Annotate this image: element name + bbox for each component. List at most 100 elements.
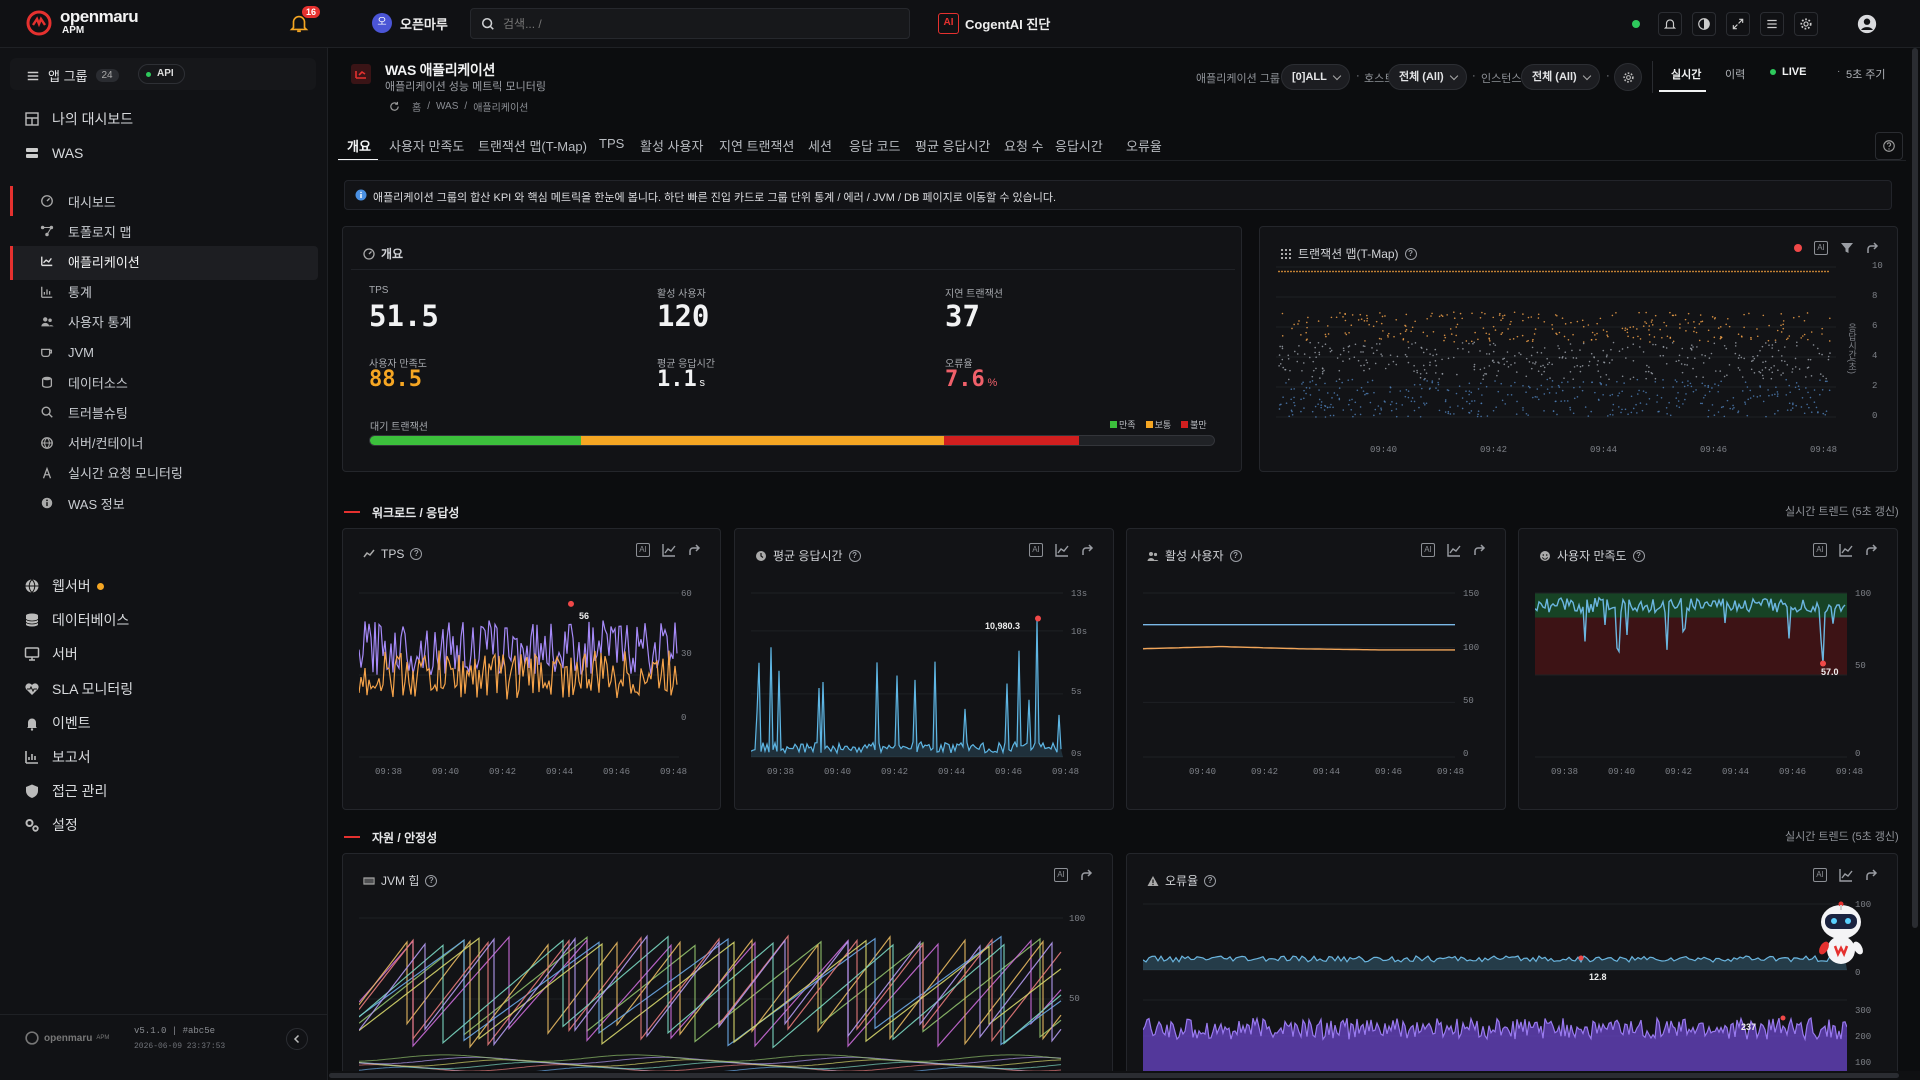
breadcrumb-was[interactable]: WAS bbox=[435, 101, 459, 112]
user-profile-button[interactable] bbox=[1856, 13, 1878, 38]
share-icon[interactable] bbox=[1081, 543, 1095, 557]
filter-settings-button[interactable] bbox=[1614, 63, 1642, 91]
sidebar-item-my-dashboard[interactable]: 나의 대시보드 bbox=[24, 104, 133, 134]
sidebar-subitem-realtime[interactable]: 실시간 요청 모니터링 bbox=[40, 458, 183, 488]
alert-button[interactable] bbox=[1658, 12, 1682, 36]
search-box[interactable] bbox=[470, 8, 910, 39]
tab-5[interactable]: 지연 트랜잭션 bbox=[719, 139, 795, 154]
sidebar-item-gears[interactable]: 설정 bbox=[24, 810, 78, 840]
share-icon[interactable] bbox=[1080, 868, 1094, 882]
ai-analyze-icon[interactable]: AI bbox=[1421, 543, 1435, 557]
chart-plot[interactable] bbox=[359, 585, 679, 765]
trend-chart-icon[interactable] bbox=[1447, 543, 1461, 557]
brand-logo[interactable] bbox=[24, 8, 54, 41]
trend-chart-icon[interactable] bbox=[1839, 868, 1853, 882]
group-select[interactable]: [0]ALL bbox=[1281, 64, 1350, 90]
sidebar-subitem-app-chart[interactable]: 애플리케이션 bbox=[40, 246, 140, 276]
help-icon[interactable]: ? bbox=[1204, 874, 1217, 887]
collapse-sidebar-button[interactable] bbox=[286, 1028, 308, 1050]
filter-icon[interactable] bbox=[1840, 241, 1854, 255]
sidebar-subitem-info[interactable]: WAS 정보 bbox=[40, 488, 125, 518]
sidebar-item-shield[interactable]: 접근 관리 bbox=[24, 776, 107, 806]
help-icon[interactable]: ? bbox=[1229, 549, 1242, 562]
trend-chart-icon[interactable] bbox=[1055, 543, 1069, 557]
sidebar-subitem-topology[interactable]: 토폴로지 맵 bbox=[40, 216, 131, 246]
api-toggle[interactable]: API bbox=[138, 64, 185, 84]
help-icon[interactable]: ? bbox=[1404, 247, 1417, 260]
record-dot-icon[interactable] bbox=[1794, 244, 1802, 252]
live-indicator[interactable]: LIVE bbox=[1770, 66, 1806, 78]
sidebar-item-monitor[interactable]: 서버 bbox=[24, 639, 78, 669]
sidebar-item-bell[interactable]: 이벤트 bbox=[24, 708, 91, 738]
chart-tools: AI bbox=[1054, 868, 1094, 882]
theme-toggle-button[interactable] bbox=[1692, 12, 1716, 36]
chart-plot[interactable] bbox=[751, 585, 1063, 765]
refresh-interval[interactable]: 5초 주기 bbox=[1846, 69, 1886, 81]
horizontal-scrollbar[interactable] bbox=[329, 1073, 1899, 1078]
ai-analyze-icon[interactable]: AI bbox=[1814, 241, 1828, 255]
share-icon[interactable] bbox=[688, 543, 702, 557]
share-icon[interactable] bbox=[1865, 868, 1879, 882]
trend-chart-icon[interactable] bbox=[1839, 543, 1853, 557]
host-select[interactable]: 전체 (All) bbox=[1388, 64, 1467, 90]
ai-analyze-icon[interactable]: AI bbox=[636, 543, 650, 557]
app-group-toggle[interactable]: 앱 그룹 24 bbox=[26, 66, 119, 85]
sidebar-item-report-chart[interactable]: 보고서 bbox=[24, 742, 91, 772]
sidebar-subitem-stats[interactable]: 통계 bbox=[40, 277, 92, 307]
chart-plot[interactable] bbox=[1143, 585, 1455, 765]
sidebar-item-was[interactable]: WAS bbox=[24, 138, 83, 168]
ai-analyze-icon[interactable]: AI bbox=[1813, 543, 1827, 557]
sidebar-item-database[interactable]: 데이터베이스 bbox=[24, 605, 129, 635]
help-icon[interactable]: ? bbox=[410, 548, 423, 560]
sidebar-subitem-container[interactable]: 서버/컨테이너 bbox=[40, 428, 143, 458]
tmap-point bbox=[1725, 347, 1728, 350]
sidebar-subitem-datasource[interactable]: 데이터소스 bbox=[40, 367, 128, 397]
refresh-icon[interactable] bbox=[389, 101, 400, 112]
chart-plot[interactable] bbox=[359, 910, 1063, 1080]
chart-plot[interactable] bbox=[1143, 900, 1847, 1080]
chart-plot[interactable] bbox=[1535, 585, 1847, 765]
search-input[interactable] bbox=[503, 15, 893, 33]
sidebar-item-heart-pulse[interactable]: SLA 모니터링 bbox=[24, 674, 133, 704]
tab-10[interactable]: 응답시간 bbox=[1055, 139, 1103, 154]
sidebar-subitem-coffee[interactable]: JVM bbox=[40, 337, 94, 367]
instance-select[interactable]: 전체 (All) bbox=[1521, 64, 1600, 90]
share-icon[interactable] bbox=[1865, 543, 1879, 557]
tab-8[interactable]: 평균 응답시간 bbox=[915, 139, 991, 154]
ai-assistant-robot-button[interactable] bbox=[1811, 900, 1871, 972]
vertical-scrollbar[interactable] bbox=[1912, 48, 1918, 928]
ai-analyze-icon[interactable]: AI bbox=[1054, 868, 1068, 882]
tab-realtime[interactable]: 실시간 bbox=[1671, 69, 1702, 81]
breadcrumb-home[interactable]: 홈 bbox=[412, 103, 422, 114]
tab-7[interactable]: 응답 코드 bbox=[849, 139, 901, 154]
ai-analyze-icon[interactable]: AI bbox=[1813, 868, 1827, 882]
tab-4[interactable]: 활성 사용자 bbox=[640, 139, 704, 154]
sidebar-item-globe[interactable]: 웹서버 bbox=[24, 571, 104, 601]
tab-history[interactable]: 이력 bbox=[1725, 69, 1746, 81]
sidebar-subitem-users[interactable]: 사용자 통계 bbox=[40, 307, 131, 337]
tab-3[interactable]: TPS bbox=[599, 136, 625, 151]
tab-6[interactable]: 세션 bbox=[808, 139, 832, 154]
help-icon[interactable]: ? bbox=[1632, 549, 1645, 562]
cogent-ai-button[interactable]: AI CogentAI 진단 bbox=[938, 13, 1050, 34]
tab-11[interactable]: 오류율 bbox=[1126, 139, 1162, 154]
help-icon[interactable]: ? bbox=[425, 874, 438, 887]
trend-chart-icon[interactable] bbox=[662, 543, 676, 557]
help-button[interactable] bbox=[1875, 132, 1903, 160]
notification-button[interactable]: 16 bbox=[288, 6, 321, 36]
sidebar-subitem-search[interactable]: 트러블슈팅 bbox=[40, 397, 128, 427]
help-icon[interactable]: ? bbox=[848, 549, 861, 562]
tmap-plot[interactable] bbox=[1276, 261, 1866, 421]
tab-1[interactable]: 사용자 만족도 bbox=[389, 139, 465, 154]
ai-analyze-icon[interactable]: AI bbox=[1029, 543, 1043, 557]
share-icon[interactable] bbox=[1473, 543, 1487, 557]
tab-2[interactable]: 트랜잭션 맵(T-Map) bbox=[478, 139, 587, 154]
settings-button[interactable] bbox=[1794, 12, 1818, 36]
tab-0[interactable]: 개요 bbox=[347, 139, 371, 154]
sidebar-subitem-gauge[interactable]: 대시보드 bbox=[40, 186, 116, 216]
tab-9[interactable]: 요청 수 bbox=[1004, 139, 1044, 154]
share-icon[interactable] bbox=[1866, 241, 1880, 255]
fullscreen-button[interactable] bbox=[1726, 12, 1750, 36]
workspace-switcher[interactable]: 오 오픈마루 bbox=[372, 13, 448, 33]
menu-button[interactable] bbox=[1760, 12, 1784, 36]
